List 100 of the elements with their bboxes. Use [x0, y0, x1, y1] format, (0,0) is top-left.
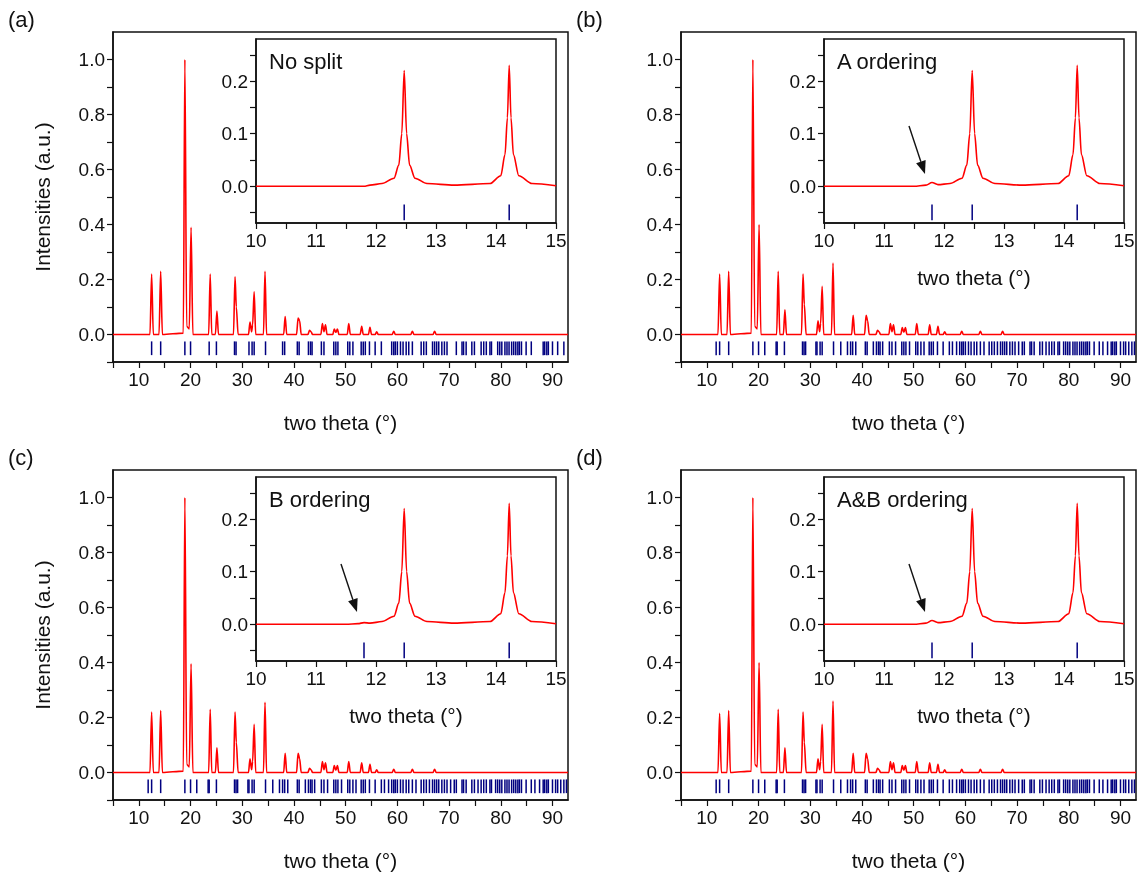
y-tick-label: 0.2 — [221, 70, 248, 92]
y-tick-label: 0.2 — [646, 269, 673, 290]
y-tick-label: 0.6 — [646, 159, 673, 180]
x-tick-label: 20 — [179, 369, 202, 390]
y-tick-label: 0.0 — [221, 613, 248, 635]
x-tick-label: 10 — [128, 369, 150, 390]
y-tick-label: 0.2 — [789, 508, 816, 530]
y-tick-label: 1.0 — [646, 49, 673, 70]
x-tick-label: 12 — [933, 668, 955, 689]
y-tick-label: 0.0 — [789, 175, 816, 197]
y-tick-label: 0.8 — [646, 104, 673, 125]
y-tick-label: 0.6 — [78, 597, 105, 618]
x-tick-label: 70 — [1006, 369, 1028, 390]
x-tick-label: 15 — [1113, 668, 1135, 689]
x-tick-label: 13 — [993, 230, 1015, 251]
x-tick-label: 50 — [903, 807, 925, 828]
x-tick-label: 40 — [851, 807, 873, 828]
y-tick-label: 1.0 — [78, 487, 105, 508]
x-tick-label: 14 — [1053, 668, 1075, 689]
x-tick-label: 60 — [386, 807, 408, 828]
x-tick-label: 15 — [1113, 230, 1135, 251]
y-tick-label: 0.6 — [646, 597, 673, 618]
x-tick-label: 80 — [1058, 807, 1080, 828]
x-axis-title: two theta (°) — [917, 704, 1031, 727]
x-tick-label: 20 — [747, 807, 770, 828]
x-tick-label: 50 — [335, 369, 357, 390]
x-tick-label: 70 — [438, 369, 460, 390]
x-tick-label: 10 — [245, 230, 267, 251]
y-tick-label: 0.1 — [221, 561, 248, 583]
x-tick-label: 50 — [335, 807, 357, 828]
x-tick-label: 60 — [954, 369, 976, 390]
text: (c) — [8, 444, 34, 470]
x-tick-label: 60 — [954, 807, 976, 828]
x-axis-title: two theta (°) — [349, 704, 463, 727]
y-tick-label: 0.0 — [646, 324, 673, 345]
x-tick-label: 13 — [425, 668, 447, 689]
x-axis-title: two theta (°) — [283, 411, 398, 434]
y-tick-label: 0.0 — [221, 175, 248, 197]
y-tick-label: 0.1 — [221, 123, 248, 145]
x-tick-label: 70 — [1006, 807, 1028, 828]
x-tick-label: 80 — [490, 807, 512, 828]
x-tick-label: 10 — [813, 668, 835, 689]
y-tick-label: 0.4 — [78, 214, 106, 235]
y-tick-label: 0.2 — [646, 707, 673, 728]
y-tick-label: 1.0 — [78, 49, 105, 70]
x-tick-label: 10 — [696, 807, 718, 828]
y-tick-label: 0.0 — [78, 324, 105, 345]
x-tick-label: 11 — [874, 668, 894, 689]
x-tick-label: 20 — [179, 807, 202, 828]
y-tick-label: 0.2 — [78, 269, 105, 290]
chart-title: B ordering — [269, 486, 371, 512]
y-axis-title: Intensities (a.u.) — [31, 122, 54, 272]
x-tick-label: 12 — [933, 230, 955, 251]
x-tick-label: 15 — [545, 230, 567, 251]
x-tick-label: 10 — [813, 230, 835, 251]
x-tick-label: 13 — [425, 230, 447, 251]
x-tick-label: 40 — [851, 369, 873, 390]
x-tick-label: 30 — [231, 369, 253, 390]
chart-title: A ordering — [837, 48, 938, 74]
y-tick-label: 0.0 — [789, 613, 816, 635]
x-axis-title: two theta (°) — [283, 849, 398, 872]
x-tick-label: 12 — [365, 668, 387, 689]
y-tick-label: 0.1 — [789, 561, 816, 583]
text: (d) — [576, 444, 603, 470]
y-tick-label: 1.0 — [646, 487, 673, 508]
x-tick-label: 14 — [485, 668, 507, 689]
y-axis-title: Intensities (a.u.) — [31, 560, 54, 710]
x-tick-label: 90 — [541, 369, 564, 390]
x-tick-label: 14 — [1053, 230, 1075, 251]
x-tick-label: 80 — [1058, 369, 1080, 390]
text: (a) — [8, 6, 35, 32]
x-tick-label: 10 — [245, 668, 267, 689]
x-axis-title: two theta (°) — [851, 849, 966, 872]
x-tick-label: 13 — [993, 668, 1015, 689]
x-tick-label: 11 — [306, 668, 326, 689]
x-tick-label: 12 — [365, 230, 387, 251]
y-tick-label: 0.2 — [78, 707, 105, 728]
y-tick-label: 0.0 — [78, 762, 105, 783]
x-axis-title: two theta (°) — [851, 411, 966, 434]
y-tick-label: 0.4 — [78, 652, 106, 673]
x-tick-label: 90 — [1109, 807, 1132, 828]
y-tick-label: 0.1 — [789, 123, 816, 145]
x-tick-label: 10 — [696, 369, 718, 390]
y-tick-label: 0.2 — [789, 70, 816, 92]
y-tick-label: 0.6 — [78, 159, 105, 180]
y-tick-label: 0.4 — [646, 214, 674, 235]
text: (b) — [576, 6, 603, 32]
y-tick-label: 0.8 — [78, 104, 105, 125]
y-tick-label: 0.0 — [646, 762, 673, 783]
x-tick-label: 80 — [490, 369, 512, 390]
x-tick-label: 40 — [283, 369, 305, 390]
x-tick-label: 11 — [874, 230, 894, 251]
y-tick-label: 0.4 — [646, 652, 674, 673]
x-tick-label: 70 — [438, 807, 460, 828]
x-axis-title: two theta (°) — [917, 266, 1031, 289]
x-tick-label: 30 — [799, 369, 821, 390]
x-tick-label: 11 — [306, 230, 326, 251]
x-tick-label: 90 — [541, 807, 564, 828]
y-tick-label: 0.8 — [78, 542, 105, 563]
x-tick-label: 90 — [1109, 369, 1132, 390]
